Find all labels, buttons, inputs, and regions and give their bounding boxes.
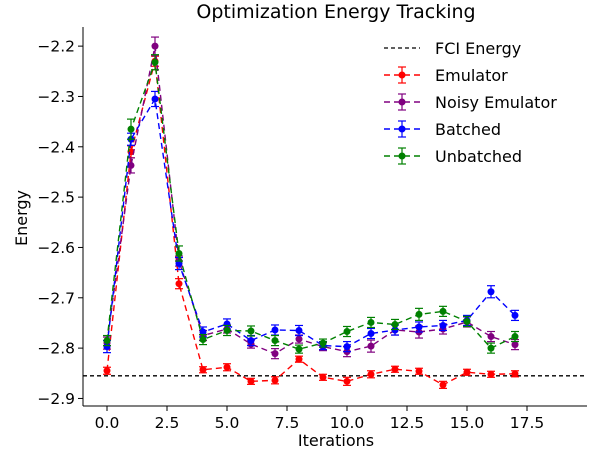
legend-item-emulator: Emulator <box>384 66 508 85</box>
y-tick-label: −2.3 <box>37 88 75 106</box>
data-point <box>415 367 423 375</box>
data-point <box>127 161 135 169</box>
data-point <box>487 344 495 352</box>
data-point <box>247 377 255 385</box>
y-tick-label: −2.6 <box>37 239 75 257</box>
data-point <box>247 327 255 335</box>
data-point <box>367 342 375 350</box>
x-tick-label: 17.5 <box>510 414 545 432</box>
data-point <box>271 350 279 358</box>
data-point <box>391 320 399 328</box>
legend-item-batched: Batched <box>384 120 501 139</box>
data-point <box>295 355 303 363</box>
data-point <box>151 95 159 103</box>
data-point <box>199 366 207 374</box>
data-point <box>175 280 183 288</box>
legend-item-unbatched: Unbatched <box>384 147 522 166</box>
data-point <box>175 249 183 257</box>
legend-marker <box>398 152 406 160</box>
data-point <box>319 339 327 347</box>
data-point <box>343 343 351 351</box>
data-point <box>319 373 327 381</box>
chart-title: Optimization Energy Tracking <box>196 1 475 23</box>
legend-label: Noisy Emulator <box>435 93 557 112</box>
legend-marker <box>398 125 406 133</box>
x-tick-label: 15.0 <box>450 414 485 432</box>
data-point <box>343 328 351 336</box>
legend-label: Emulator <box>435 66 508 85</box>
data-point <box>367 330 375 338</box>
legend-marker <box>398 98 406 106</box>
x-tick-label: 5.0 <box>215 414 240 432</box>
data-point <box>295 327 303 335</box>
x-tick-label: 0.0 <box>95 414 120 432</box>
data-point <box>415 310 423 318</box>
series-line <box>106 61 516 350</box>
data-point <box>271 326 279 334</box>
data-point <box>247 337 255 345</box>
data-point <box>511 370 519 378</box>
data-point <box>367 318 375 326</box>
data-point <box>511 333 519 341</box>
data-point <box>199 336 207 344</box>
data-point <box>367 370 375 378</box>
data-point <box>439 381 447 389</box>
data-point <box>487 333 495 341</box>
legend-item-fci-energy: FCI Energy <box>384 39 521 58</box>
data-point <box>511 311 519 319</box>
x-tick-label: 2.5 <box>155 414 180 432</box>
x-tick-label: 10.0 <box>330 414 365 432</box>
data-point <box>463 317 471 325</box>
data-point <box>103 337 111 345</box>
data-point <box>127 125 135 133</box>
data-point <box>295 335 303 343</box>
legend-label: FCI Energy <box>435 39 521 58</box>
series-line <box>106 61 516 386</box>
y-axis-label: Energy <box>12 190 31 246</box>
y-tick-label: −2.7 <box>37 289 75 307</box>
data-point <box>223 363 231 371</box>
data-point <box>271 376 279 384</box>
data-point <box>463 368 471 376</box>
y-tick-label: −2.5 <box>37 189 75 207</box>
x-axis-label: Iterations <box>298 431 374 450</box>
series-noisy-emulator <box>103 36 519 360</box>
data-point <box>151 42 159 50</box>
data-point <box>103 343 111 351</box>
y-tick-label: −2.2 <box>37 38 75 56</box>
data-point <box>391 365 399 373</box>
axes: −2.9 −2.8 −2.7 −2.6 −2.5 −2.4 −2.3 −2.2 0.0 2.5 5.… <box>37 27 587 432</box>
series-line <box>106 96 516 348</box>
data-point <box>439 307 447 315</box>
legend-label: Unbatched <box>435 147 522 166</box>
data-point <box>295 345 303 353</box>
series-unbatched <box>103 54 519 354</box>
legend-marker <box>398 71 406 79</box>
y-tick-label: −2.9 <box>37 390 75 408</box>
x-tick-label: 12.5 <box>390 414 425 432</box>
legend: FCI Energy Emulator Noisy Emulator Batched U… <box>384 39 557 166</box>
series-layer <box>103 36 519 389</box>
data-point <box>223 327 231 335</box>
data-point <box>415 323 423 331</box>
series-line <box>106 45 516 355</box>
legend-label: Batched <box>435 120 501 139</box>
data-point <box>151 58 159 66</box>
legend-item-noisy-emulator: Noisy Emulator <box>384 93 557 112</box>
y-tick-label: −2.4 <box>37 138 75 156</box>
data-point <box>487 288 495 296</box>
x-tick-label: 7.5 <box>275 414 300 432</box>
data-point <box>439 321 447 329</box>
data-point <box>271 337 279 345</box>
data-point <box>103 367 111 375</box>
data-point <box>199 328 207 336</box>
data-point <box>487 370 495 378</box>
y-tick-label: −2.8 <box>37 340 75 358</box>
data-point <box>511 341 519 349</box>
data-point <box>343 377 351 385</box>
